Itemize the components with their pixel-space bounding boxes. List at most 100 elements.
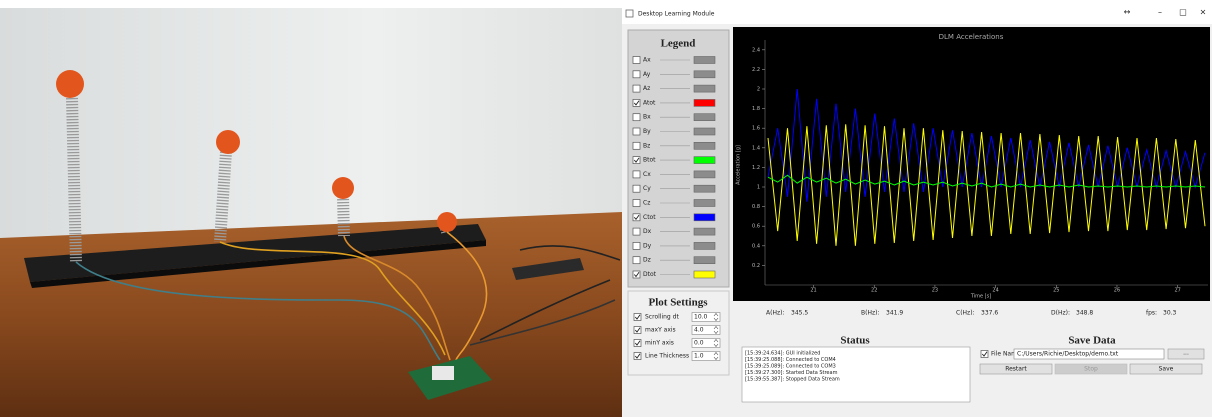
setting-label: minY axis (645, 340, 674, 347)
file-input[interactable] (1013, 348, 1165, 360)
setting-checkbox[interactable] (633, 339, 642, 347)
legend-label: Btot (643, 157, 656, 164)
setting-checkbox[interactable] (633, 326, 642, 334)
data-line (767, 174, 1206, 188)
legend-swatch[interactable] (693, 156, 716, 164)
legend-checkbox[interactable] (632, 156, 641, 164)
spin-arrows (713, 339, 719, 347)
legend-swatch[interactable] (693, 70, 716, 79)
legend-checkbox[interactable] (632, 99, 641, 107)
legend-checkbox[interactable] (632, 199, 641, 207)
setting-checkbox[interactable] (633, 313, 642, 321)
setting-checkbox[interactable] (633, 352, 642, 360)
x-axis-label: Time [s] (970, 294, 991, 300)
legend-swatch[interactable] (693, 142, 716, 150)
button-label: Restart (1005, 366, 1027, 373)
browse-button[interactable] (1167, 348, 1205, 360)
rate-value: 348.8 (1076, 310, 1093, 317)
window-control[interactable]: □ (1179, 8, 1187, 17)
legend-label: Dx (643, 228, 652, 235)
legend-checkbox-tick (633, 272, 640, 278)
legend-checkbox[interactable] (632, 141, 641, 150)
legend-swatch[interactable] (693, 84, 716, 93)
legend-checkbox[interactable] (632, 270, 641, 279)
legend-swatch[interactable] (693, 56, 716, 64)
button[interactable] (1129, 363, 1203, 375)
setting-checkbox-tick (634, 327, 641, 333)
legend-swatch[interactable] (693, 242, 716, 250)
spin-arrows (713, 313, 719, 321)
legend-label: Cx (643, 171, 651, 178)
legend-checkbox-tick (633, 157, 640, 163)
x-tick-label: 22 (871, 288, 877, 294)
y-tick-label: 1.6 (752, 126, 760, 132)
legend-label: Dz (643, 257, 651, 264)
x-tick-label: 24 (992, 288, 998, 294)
y-tick-label: 0.2 (752, 263, 760, 269)
setting-label: maxY axis (645, 327, 676, 334)
legend-swatch[interactable] (693, 113, 716, 121)
legend-checkbox[interactable] (632, 113, 641, 122)
legend-checkbox[interactable] (632, 227, 641, 236)
legend-checkbox-tick (633, 100, 640, 106)
y-axis-label: Acceleration [g] (736, 145, 742, 185)
save-data-title: Save Data (1068, 335, 1116, 347)
log-line: [15:39:55.387]: Stopped Data Stream (745, 377, 840, 383)
legend-checkbox[interactable] (632, 213, 641, 222)
rate-label: D(Hz): (1051, 310, 1070, 317)
legend-swatch[interactable] (693, 227, 716, 236)
legend-checkbox[interactable] (632, 70, 641, 79)
setting-checkbox-tick (634, 314, 641, 320)
legend-swatch[interactable] (693, 256, 716, 265)
rate-label: fps: (1146, 310, 1157, 317)
button[interactable] (979, 363, 1053, 375)
legend-checkbox-tick (633, 214, 640, 221)
title-bar (622, 0, 1212, 24)
legend-checkbox[interactable] (632, 84, 641, 93)
rate-value: 341.9 (886, 310, 903, 317)
legend-checkbox[interactable] (632, 170, 641, 179)
chart-title: DLM Accelerations (939, 33, 1004, 41)
legend-swatch[interactable] (693, 127, 716, 136)
legend-swatch[interactable] (693, 199, 716, 207)
y-tick-label: 1.4 (752, 145, 760, 151)
legend-swatch[interactable] (693, 170, 716, 179)
legend-swatch[interactable] (693, 99, 716, 107)
file-checkbox[interactable] (980, 350, 989, 358)
legend-checkbox[interactable] (632, 242, 641, 250)
rate-value: 30.3 (1163, 310, 1177, 317)
status-log (741, 346, 971, 403)
legend-swatch[interactable] (693, 213, 716, 222)
spin-value: 10.0 (694, 314, 708, 321)
legend-checkbox[interactable] (632, 56, 641, 64)
legend-swatch[interactable] (693, 270, 716, 279)
legend-label: By (643, 128, 651, 135)
legend-label: Cy (643, 185, 651, 192)
spin-box[interactable] (691, 312, 721, 322)
window-control[interactable]: × (1200, 8, 1207, 17)
window-control[interactable]: – (1158, 8, 1162, 17)
spin-box[interactable] (691, 351, 721, 361)
log-line: [15:39:27.300]: Started Data Stream (745, 370, 838, 376)
browse-label: ... (1183, 350, 1189, 357)
spin-arrows (713, 352, 719, 360)
spin-box[interactable] (691, 338, 721, 348)
rate-value: 337.6 (981, 310, 998, 317)
spin-value: 1.0 (694, 353, 704, 360)
legend-checkbox[interactable] (632, 184, 641, 193)
legend-swatch[interactable] (693, 184, 716, 193)
log-line: [15:39:25.088]: Connected to COM4 (745, 357, 836, 363)
spin-arrows (713, 326, 719, 334)
button-label: Save (1159, 366, 1174, 373)
file-path: C:/Users/Richie/Desktop/demo.txt (1017, 351, 1119, 358)
rate-label: B(Hz): (861, 310, 879, 317)
photo (0, 8, 622, 417)
legend-checkbox[interactable] (632, 256, 641, 265)
legend-checkbox[interactable] (632, 127, 641, 136)
window-control[interactable]: ↔ (1124, 8, 1131, 17)
spin-box[interactable] (691, 325, 721, 335)
plot-area (733, 27, 1210, 301)
setting-label: Line Thickness (645, 353, 689, 360)
log-line: [15:39:25.089]: Connected to COM3 (745, 364, 836, 370)
